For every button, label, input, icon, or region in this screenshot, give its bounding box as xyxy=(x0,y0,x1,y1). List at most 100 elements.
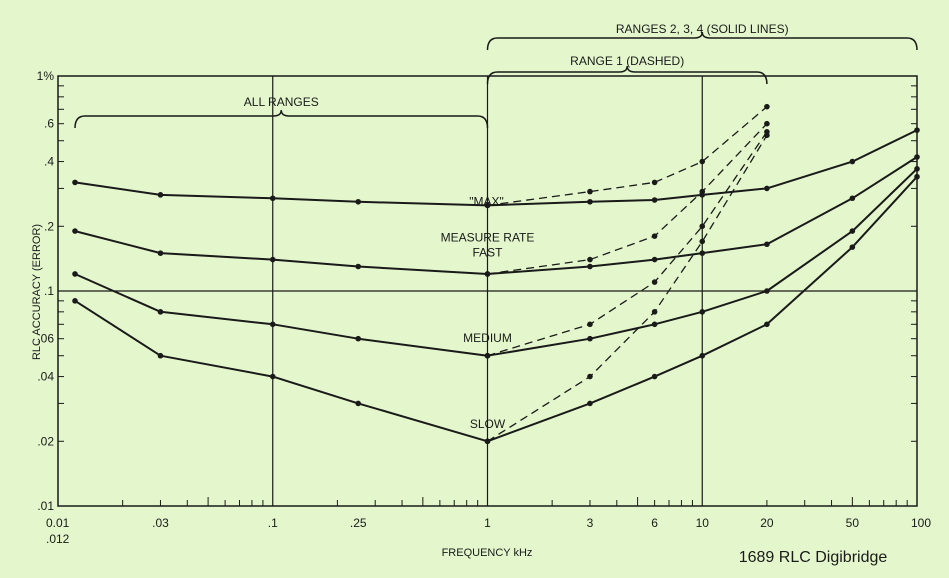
data-point xyxy=(269,195,276,202)
x-tick-label: 10 xyxy=(696,516,710,530)
x-tick-label: 3 xyxy=(587,516,594,530)
curve-label: SLOW xyxy=(470,417,506,431)
data-point xyxy=(764,321,770,328)
x-tick-label: 1 xyxy=(484,516,491,530)
y-tick-label: .04 xyxy=(37,370,54,384)
data-point xyxy=(651,256,658,263)
data-point xyxy=(651,279,658,285)
range-bracket-label: RANGES 2, 3, 4 (SOLID LINES) xyxy=(616,22,789,36)
y-tick-label: .06 xyxy=(37,332,54,346)
x-tick-label: 20 xyxy=(760,516,774,530)
data-point xyxy=(72,271,78,277)
data-point xyxy=(72,228,78,234)
x-axis-title: FREQUENCY kHz xyxy=(442,547,533,559)
data-point xyxy=(157,192,164,198)
data-point xyxy=(587,198,593,205)
x-tick-label: 6 xyxy=(651,516,658,530)
data-point xyxy=(699,238,706,245)
y-tick-label: .2 xyxy=(44,219,54,233)
data-point xyxy=(764,288,770,294)
series-1-solid xyxy=(72,154,920,277)
data-point xyxy=(914,154,920,160)
range-bracket-label: RANGE 1 (DASHED) xyxy=(570,54,684,68)
data-point xyxy=(764,103,770,110)
data-point xyxy=(699,188,706,195)
y-tick-label: .02 xyxy=(37,434,54,448)
data-point xyxy=(651,233,658,239)
data-point xyxy=(355,198,362,205)
data-point xyxy=(269,321,276,328)
data-point xyxy=(764,241,770,248)
series-layer xyxy=(72,103,920,445)
y-tick-label: .1 xyxy=(44,284,54,298)
series-line xyxy=(487,123,768,275)
data-point xyxy=(587,256,593,263)
x-tick-label: 0.01 xyxy=(46,516,70,530)
data-point xyxy=(355,263,362,270)
x-tick-label: .03 xyxy=(152,516,169,530)
series-line xyxy=(487,134,768,442)
data-point xyxy=(157,250,164,256)
data-point xyxy=(157,309,164,315)
data-point xyxy=(587,335,593,342)
curve-label: "MAX" xyxy=(469,194,504,208)
data-point xyxy=(355,335,362,342)
data-point xyxy=(699,309,706,315)
data-point xyxy=(587,400,593,407)
data-point xyxy=(355,400,362,407)
range-bracket xyxy=(74,109,489,129)
data-point xyxy=(157,352,164,359)
curve-label: MEDIUM xyxy=(463,331,512,345)
data-point xyxy=(484,271,491,277)
x-tick-label: .1 xyxy=(268,516,278,530)
data-point xyxy=(484,202,491,209)
curve-label: MEASURE RATE xyxy=(441,230,535,244)
data-point xyxy=(849,244,856,250)
data-point xyxy=(587,188,593,195)
range-bracket xyxy=(486,31,918,51)
y-tick-label: .4 xyxy=(44,155,54,169)
data-point xyxy=(651,179,658,186)
data-point xyxy=(651,309,658,315)
x-tick-label: 100 xyxy=(911,516,931,530)
x-tick-label: 50 xyxy=(846,516,860,530)
x-tick-label: .25 xyxy=(350,516,367,530)
data-point xyxy=(269,373,276,380)
data-point xyxy=(699,223,706,230)
data-point xyxy=(269,256,276,263)
series-5-dashed xyxy=(484,120,770,277)
data-point xyxy=(484,352,491,359)
data-point xyxy=(484,438,491,445)
data-point xyxy=(764,132,770,139)
grid-layer xyxy=(57,75,918,507)
series-line xyxy=(74,176,918,443)
series-4-dashed xyxy=(484,103,770,209)
data-point xyxy=(914,173,920,180)
data-point xyxy=(849,158,856,165)
x-tick-label-extra: .012 xyxy=(46,532,70,546)
data-point xyxy=(849,228,856,234)
y-tick-label: .6 xyxy=(44,117,54,131)
series-3-solid xyxy=(72,173,920,445)
range-bracket xyxy=(486,65,768,85)
curve-label: FAST xyxy=(472,245,503,259)
data-point xyxy=(587,373,593,380)
data-point xyxy=(914,166,920,172)
data-point xyxy=(764,185,770,192)
data-point xyxy=(651,197,658,203)
data-point xyxy=(651,373,658,380)
series-2-solid xyxy=(72,166,920,359)
data-point xyxy=(587,321,593,328)
data-point xyxy=(651,321,658,328)
data-point xyxy=(699,250,706,256)
data-point xyxy=(699,352,706,359)
series-7-dashed xyxy=(484,132,770,445)
data-point xyxy=(764,120,770,127)
y-axis-title: RLC ACCURACY (ERROR) xyxy=(31,224,43,360)
data-point xyxy=(914,127,920,133)
data-point xyxy=(699,158,706,165)
y-tick-label: .01 xyxy=(37,499,54,513)
chart-caption: 1689 RLC Digibridge xyxy=(739,549,888,566)
data-point xyxy=(72,298,78,304)
